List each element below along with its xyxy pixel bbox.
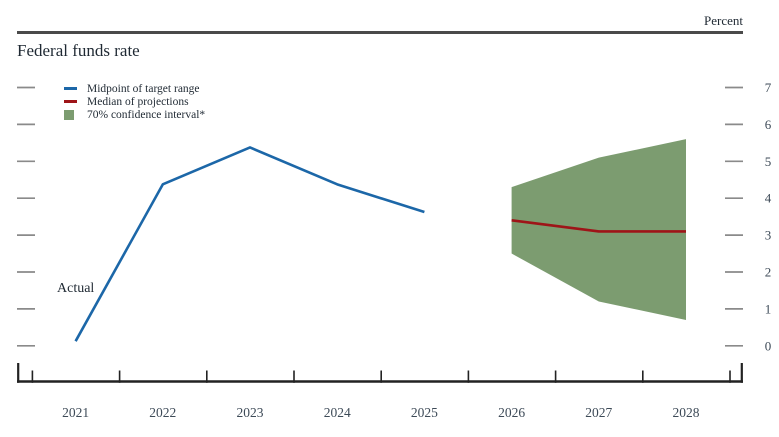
y-axis-label: 7 — [765, 80, 772, 95]
chart-title: Federal funds rate — [17, 41, 140, 60]
y-axis-label: 1 — [765, 301, 772, 316]
x-axis-label: 2028 — [673, 405, 700, 420]
legend: Midpoint of target range Median of proje… — [64, 82, 206, 121]
legend-label: Median of projections — [87, 95, 189, 108]
x-axis-label: 2026 — [498, 405, 525, 420]
actual-midpoint-line — [74, 146, 425, 342]
confidence-interval-band — [511, 139, 686, 320]
x-axis-label: 2025 — [411, 405, 438, 420]
y-axis-label: 0 — [765, 338, 772, 353]
legend-item-midpoint: Midpoint of target range — [64, 82, 205, 95]
median-projection-line — [511, 219, 686, 233]
x-axis-label: 2024 — [324, 405, 351, 420]
legend-label: 70% confidence interval* — [87, 108, 206, 121]
midpoint-line-swatch-icon — [64, 87, 77, 90]
y-axis-label: 2 — [765, 265, 772, 280]
median-line-swatch-icon — [64, 100, 77, 103]
actual-annotation: Actual — [57, 281, 95, 296]
y-axis-unit-label: Percent — [704, 13, 743, 28]
x-axis-label: 2027 — [585, 405, 612, 420]
y-axis-label: 3 — [765, 228, 772, 243]
x-axis-label: 2022 — [149, 405, 176, 420]
legend-item-median: Median of projections — [64, 95, 205, 108]
confidence-interval-swatch-icon — [64, 109, 74, 120]
legend-item-confidence-interval: 70% confidence interval* — [64, 108, 206, 121]
x-axis-label: 2021 — [62, 405, 89, 420]
top-rule-divider — [17, 31, 743, 34]
y-axis-label: 4 — [765, 191, 772, 206]
legend-label: Midpoint of target range — [87, 82, 200, 95]
y-axis-label: 6 — [765, 117, 772, 132]
y-axis-label: 5 — [765, 154, 772, 169]
x-axis-label: 2023 — [237, 405, 264, 420]
